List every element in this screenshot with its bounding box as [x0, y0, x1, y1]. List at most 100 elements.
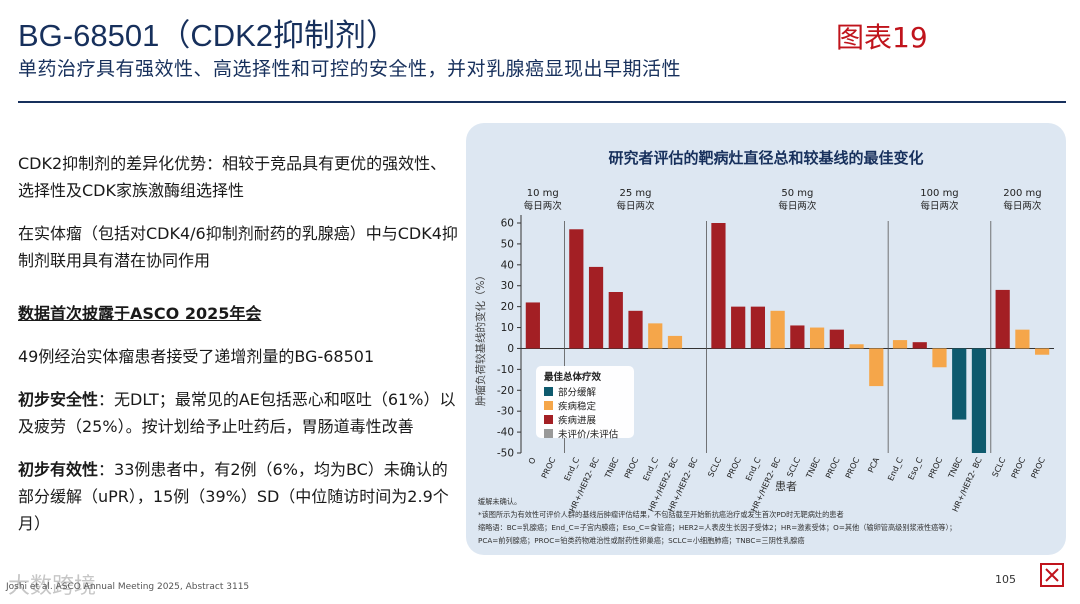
page-subtitle: 单药治疗具有强效性、高选择性和可控的安全性，并对乳腺癌显现出早期活性	[18, 58, 682, 80]
bar	[648, 323, 663, 349]
bar	[829, 329, 844, 349]
group-dose-label: 200 mg	[1003, 188, 1041, 199]
legend-swatch	[544, 401, 553, 410]
brand-logo-icon	[1040, 563, 1064, 587]
page-title: BG-68501（CDK2抑制剂）	[18, 18, 398, 53]
bar	[869, 348, 884, 387]
x-tick-label: End_C	[563, 456, 582, 483]
x-tick-label: PROC	[824, 456, 842, 480]
x-tick-label: SCLC	[991, 456, 1008, 479]
legend-item-label: 部分缓解	[558, 387, 597, 399]
bar	[569, 229, 584, 349]
x-tick-label: SCLC	[785, 456, 802, 479]
efficacy-label: 初步有效性	[18, 460, 99, 479]
legend-swatch	[544, 415, 553, 424]
y-tick-label: 60	[501, 218, 514, 230]
y-tick-label: -50	[497, 448, 514, 460]
summary-text: CDK2抑制剂的差异化优势：相较于竞品具有更优的强效性、选择性及CDK家族激酶组…	[18, 150, 458, 553]
y-tick-label: 30	[501, 280, 514, 292]
legend-item-label: 疾病进展	[558, 415, 597, 427]
citation: Joshi et al. ASCO Annual Meeting 2025, A…	[6, 582, 250, 592]
efficacy-body: ：33例患者中，有2例（6%，均为BC）未确认的部分缓解（uPR），15例（39…	[18, 460, 449, 533]
y-axis-label: 肿瘤负荷较基线的变化（%）	[474, 270, 487, 406]
bar	[628, 310, 643, 349]
safety-label: 初步安全性	[18, 390, 99, 409]
x-tick-label: Eso_C	[906, 456, 924, 482]
group-schedule-label: 每日两次	[920, 200, 959, 212]
asco-heading-label: 数据首次披露于ASCO 2025年会	[18, 304, 262, 323]
x-axis-label: 患者	[775, 480, 797, 493]
x-tick-label: TNBC	[804, 456, 822, 481]
bar	[525, 302, 540, 349]
bar	[750, 306, 766, 349]
x-tick-label: PROC	[844, 456, 862, 480]
bar	[952, 348, 967, 420]
y-tick-label: 10	[501, 322, 514, 334]
x-tick-label: PROC	[540, 456, 558, 480]
x-tick-label: End_C	[886, 456, 905, 483]
group-dose-label: 100 mg	[920, 188, 958, 199]
x-tick-label: O	[527, 456, 538, 466]
y-tick-label: -30	[497, 406, 514, 418]
x-tick-label: PROC	[927, 456, 945, 480]
bar	[809, 327, 825, 349]
x-tick-label: PROC	[1029, 456, 1047, 480]
bar	[770, 310, 785, 349]
bar	[1015, 329, 1030, 349]
y-tick-label: 20	[501, 301, 514, 313]
group-schedule-label: 每日两次	[778, 200, 817, 212]
bar	[790, 325, 805, 349]
x-tick-label: End_C	[744, 456, 763, 483]
y-tick-label: 50	[501, 238, 514, 250]
legend-swatch	[544, 429, 553, 438]
bar	[971, 348, 987, 453]
group-dose-label: 10 mg	[527, 188, 559, 199]
safety-text: 初步安全性：无DLT；最常见的AE包括恶心和呕吐（61%）以及疲劳（25%）。按…	[18, 386, 458, 440]
chart-note: PCA=前列腺癌；PROC=铂类药物难治性或耐药性卵巢癌；SCLC=小细胞肺癌；…	[478, 536, 805, 545]
chart-note: 缩略语：BC=乳腺癌；End_C=子宫内膜癌；Eso_C=食管癌；HER2=人表…	[478, 523, 956, 532]
bar	[892, 340, 908, 349]
group-dose-label: 25 mg	[620, 188, 652, 199]
legend-item-label: 疾病稳定	[558, 401, 597, 413]
legend-box	[536, 366, 634, 438]
advantage-text: CDK2抑制剂的差异化优势：相较于竞品具有更优的强效性、选择性及CDK家族激酶组…	[18, 154, 447, 200]
bar	[995, 289, 1010, 349]
bar	[1035, 348, 1050, 355]
bar	[731, 306, 746, 349]
patients-text: 49例经治实体瘤患者接受了递增剂量的BG-68501	[18, 347, 375, 366]
y-tick-label: -10	[497, 364, 514, 376]
figure-label: 图表19	[836, 21, 928, 54]
bar	[711, 223, 726, 349]
chart-note: *该图所示为有效性可评价人群的基线后肿瘤评估结果，不包括截至开始新抗癌治疗或发生…	[478, 510, 844, 519]
asco-heading: 数据首次披露于ASCO 2025年会	[18, 300, 458, 327]
legend-item-label: 未评价/未评估	[558, 429, 619, 441]
bar	[849, 344, 864, 349]
waterfall-chart: 研究者评估的靶病灶直径总和较基线的最佳变化 -50 -40 -30 -20 -10 0 10 2…	[474, 149, 1054, 545]
x-tick-label: PROC	[623, 456, 641, 480]
header-divider	[18, 101, 1066, 103]
y-tick-label: -40	[497, 427, 514, 439]
x-tick-label: PROC	[725, 456, 743, 480]
bar	[667, 335, 683, 349]
bar	[912, 342, 927, 349]
safety-body: ：无DLT；最常见的AE包括恶心和呕吐（61%）以及疲劳（25%）。按计划给予止…	[18, 390, 456, 436]
y-tick-label: 0	[507, 343, 514, 355]
group-dose-label: 50 mg	[781, 188, 813, 199]
legend-swatch	[544, 387, 553, 396]
y-tick-label: -20	[497, 385, 514, 397]
watermark: 大数跨境	[8, 574, 97, 599]
synergy-text: 在实体瘤（包括对CDK4/6抑制剂耐药的乳腺癌）中与CDK4抑制剂联用具有潜在协…	[18, 224, 458, 270]
x-tick-label: SCLC	[706, 456, 723, 479]
x-tick-label: End_C	[641, 456, 660, 483]
page-number: 105	[995, 573, 1016, 586]
chart-title: 研究者评估的靶病灶直径总和较基线的最佳变化	[608, 149, 923, 167]
bar	[608, 292, 623, 349]
efficacy-text: 初步有效性：33例患者中，有2例（6%，均为BC）未确认的部分缓解（uPR），1…	[18, 456, 458, 537]
x-tick-label: TNBC	[946, 456, 964, 481]
chart-note: 缓解未确认。	[478, 497, 521, 506]
group-schedule-label: 每日两次	[1003, 200, 1042, 212]
group-schedule-label: 每日两次	[617, 200, 656, 212]
chart-panel: 研究者评估的靶病灶直径总和较基线的最佳变化 -50 -40 -30 -20 -10 0 10 2…	[466, 123, 1066, 555]
bar	[932, 348, 947, 368]
x-tick-label: TNBC	[603, 456, 621, 481]
